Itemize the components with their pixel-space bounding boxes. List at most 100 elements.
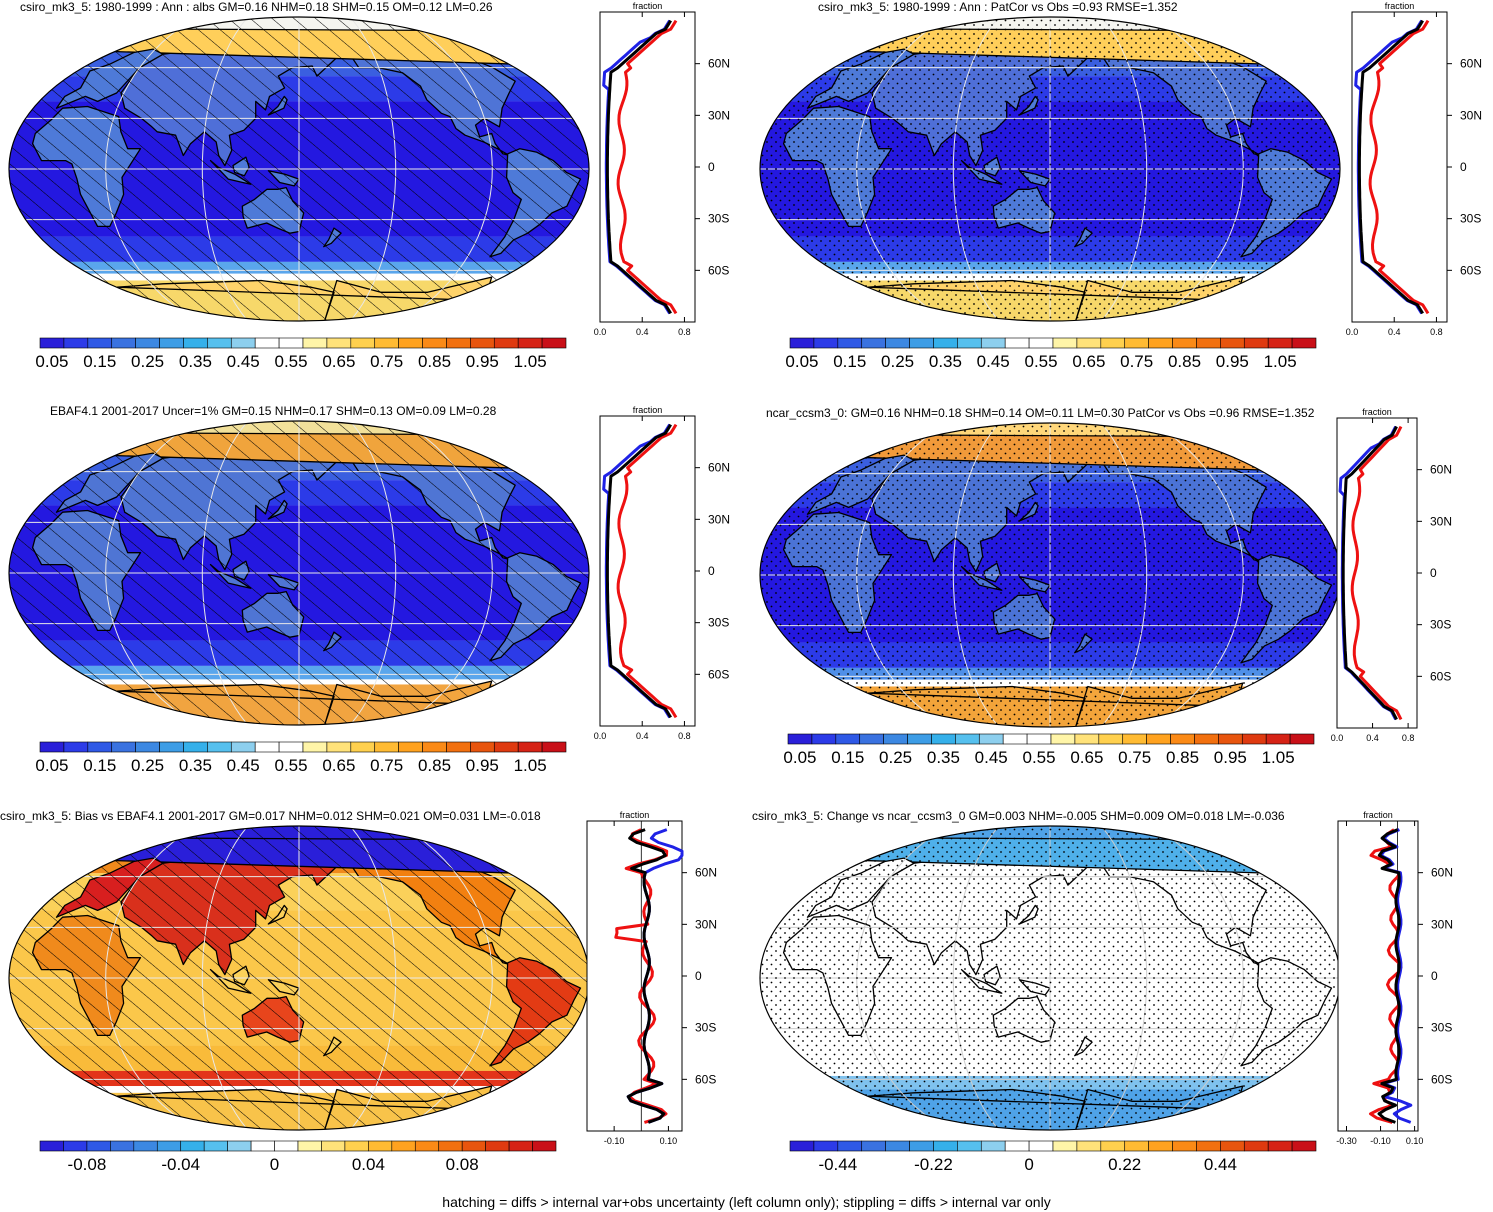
colorbar-swatch	[86, 1140, 111, 1152]
colorbar-label: 0.65	[1072, 352, 1105, 371]
x-tick-label: 0.0	[1331, 733, 1344, 743]
colorbar-label: 0.65	[322, 352, 355, 371]
colorbar-swatch	[111, 337, 136, 349]
colorbar-swatch	[885, 337, 910, 349]
colorbar-swatch	[1243, 1140, 1269, 1152]
latitude-tick-label: 30S	[1460, 212, 1481, 226]
colorbar-label: 0.35	[179, 756, 212, 775]
colorbar-swatch	[517, 337, 543, 349]
latitude-tick-label: 0	[1431, 969, 1438, 983]
colorbar-swatch	[135, 741, 160, 753]
colorbar-label: 0.55	[1022, 748, 1055, 767]
colorbar-swatch	[350, 337, 376, 349]
colorbar-swatch	[789, 337, 815, 349]
colorbar-label: 0.15	[83, 352, 116, 371]
colorbar-swatch	[1076, 337, 1102, 349]
colorbar-swatch	[302, 337, 328, 349]
colorbar-label: 0.55	[274, 756, 307, 775]
colorbar-swatch	[63, 1140, 88, 1152]
x-tick-label: 0.4	[636, 327, 649, 337]
latitude-tick-label: 60S	[695, 1072, 716, 1086]
colorbar-label: 0.08	[446, 1155, 479, 1174]
colorbar-label: 0.45	[975, 748, 1008, 767]
colorbar-swatch	[1098, 733, 1124, 745]
world-map	[8, 16, 590, 322]
colorbar-swatch	[1052, 337, 1078, 349]
profile-line-black	[626, 828, 667, 1124]
x-tick-label: 0.4	[1366, 733, 1379, 743]
panel-title: csiro_mk3_5: Change vs ncar_ccsm3_0 GM=0…	[752, 809, 1285, 823]
colorbar-swatch	[933, 337, 958, 349]
colorbar-swatch	[398, 337, 423, 349]
colorbar-swatch	[110, 1140, 135, 1152]
panel-title: ncar_ccsm3_0: GM=0.16 NHM=0.18 SHM=0.14 …	[766, 406, 1315, 420]
colorbar-label: 0.95	[466, 352, 499, 371]
colorbar-swatch	[321, 1140, 346, 1152]
colorbar-swatch	[813, 337, 839, 349]
colorbar-label: 0	[1024, 1155, 1033, 1174]
colorbar-swatch	[837, 337, 863, 349]
colorbar: -0.08 -0.04 0 0.04 0.08	[39, 1140, 557, 1174]
profile-line-black	[1377, 828, 1401, 1124]
colorbar-swatch	[326, 337, 352, 349]
colorbar-swatch	[1076, 1140, 1102, 1152]
colorbar-swatch	[1218, 733, 1243, 745]
profile-title: fraction	[1385, 1, 1415, 11]
world-map	[759, 16, 1341, 322]
profile-line-black	[1357, 19, 1424, 315]
colorbar-label: 0.55	[1024, 352, 1057, 371]
latitude-tick-label: 60N	[708, 461, 730, 475]
colorbar-swatch	[1148, 337, 1173, 349]
latitude-tick-label: 30S	[1431, 1021, 1452, 1035]
latitude-tick-label: 60S	[1430, 669, 1451, 683]
colorbar-label: 0.44	[1204, 1155, 1237, 1174]
colorbar-swatch	[1265, 733, 1291, 745]
latitude-tick-label: 30N	[708, 108, 730, 122]
latitude-tick-label: 60S	[1431, 1072, 1452, 1086]
x-tick-label: 0.8	[678, 731, 691, 741]
zonal-mean-profile: fraction 60N 30N 0 30S 60S -0.10 0.10	[586, 810, 717, 1146]
zonal-mean-profile: fraction 60N 30N 0 30S 60S 0.0 0.4 0.8	[1346, 1, 1482, 337]
colorbar-swatch	[159, 741, 184, 753]
latitude-tick-label: 30N	[1431, 917, 1453, 931]
colorbar-swatch	[422, 337, 447, 349]
colorbar-swatch	[398, 741, 423, 753]
colorbar: 0.05 0.15 0.25 0.35 0.45 0.55 0.65 0.75 0.85 0.95…	[35, 337, 567, 371]
colorbar-swatch	[1220, 1140, 1245, 1152]
colorbar-label: 0.85	[1166, 748, 1199, 767]
latitude-tick-label: 60S	[708, 667, 729, 681]
colorbar-label: 1.05	[514, 756, 547, 775]
colorbar-label: 0.65	[1070, 748, 1103, 767]
colorbar-label: 0.15	[831, 748, 864, 767]
colorbar-swatch	[1170, 733, 1195, 745]
colorbar-swatch	[883, 733, 908, 745]
footer-note: hatching = diffs > internal var+obs unce…	[442, 1194, 1051, 1210]
x-tick-label: 0.8	[678, 327, 691, 337]
colorbar-swatch	[493, 337, 519, 349]
colorbar-swatch	[470, 741, 495, 753]
colorbar-swatch	[344, 1140, 369, 1152]
x-tick-label: 0.0	[594, 327, 607, 337]
colorbar-swatch	[933, 1140, 958, 1152]
colorbar-swatch	[1267, 337, 1293, 349]
colorbar-swatch	[230, 337, 256, 349]
colorbar-swatch	[811, 733, 837, 745]
zonal-mean-profile: fraction 60N 30N 0 30S 60S 0.0 0.4 0.8	[1331, 407, 1452, 743]
profile-line-black	[605, 423, 672, 719]
latitude-tick-label: 30S	[708, 212, 729, 226]
colorbar-swatch	[87, 337, 113, 349]
colorbar-swatch	[508, 1140, 533, 1152]
colorbar-label: -0.08	[68, 1155, 107, 1174]
colorbar-label: 0.95	[1216, 352, 1249, 371]
colorbar-label: 0.25	[881, 352, 914, 371]
colorbar-label: 0.55	[274, 352, 307, 371]
colorbar-swatch	[414, 1140, 440, 1152]
colorbar-label: 0.25	[131, 352, 164, 371]
profile-title: fraction	[1362, 407, 1392, 417]
colorbar-label: 0.05	[785, 352, 818, 371]
colorbar-swatch	[931, 733, 956, 745]
profile-line-black	[1341, 425, 1398, 721]
colorbar-label: 0.05	[783, 748, 816, 767]
colorbar-swatch	[1026, 733, 1052, 745]
latitude-tick-label: 60S	[1460, 263, 1481, 277]
